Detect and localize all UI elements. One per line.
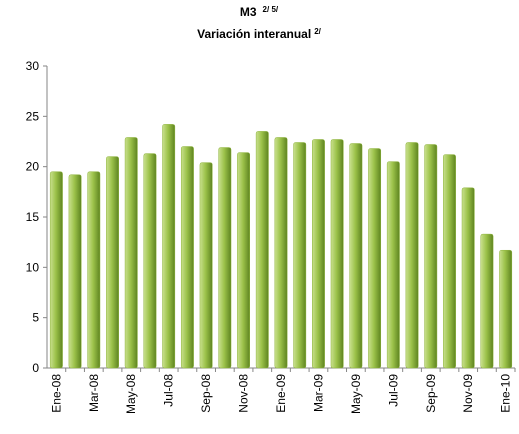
bar [461, 187, 475, 369]
x-tick-label: Sep-09 [424, 374, 438, 413]
bar [293, 142, 307, 369]
bar [330, 139, 344, 369]
bar [49, 171, 63, 369]
bar [162, 124, 176, 369]
x-tick-label: Ene-10 [499, 374, 513, 413]
y-tick-label: 0 [32, 361, 39, 375]
x-tick-label: May-08 [124, 374, 138, 414]
bar [199, 162, 213, 369]
x-tick-label: Sep-08 [199, 374, 213, 413]
x-tick-label: Ene-09 [274, 374, 288, 413]
y-tick-label: 20 [26, 160, 40, 174]
bar [106, 156, 119, 369]
bar [180, 146, 194, 369]
bar [443, 154, 456, 369]
y-tick-label: 10 [26, 260, 40, 274]
x-tick-label: May-09 [349, 374, 363, 414]
y-tick-label: 25 [26, 109, 40, 123]
x-tick-label: Jul-09 [386, 374, 400, 407]
bar [124, 137, 138, 369]
y-tick-label: 30 [26, 59, 40, 73]
x-tick-label: Ene-08 [49, 374, 63, 413]
bar [143, 153, 157, 369]
title-superscript: 2/ 5/ [263, 5, 279, 14]
bar [424, 144, 438, 369]
y-tick-label: 5 [32, 311, 39, 325]
bar [255, 131, 269, 369]
bar [499, 249, 513, 369]
bar [68, 174, 82, 369]
chart-title: M3 2/ 5/ [240, 5, 279, 19]
bar [218, 147, 232, 369]
x-tick-label: Jul-08 [162, 374, 176, 407]
x-tick-label: Mar-08 [87, 374, 101, 412]
subtitle-superscript: 2/ [314, 27, 321, 36]
bar [87, 171, 101, 369]
bar [274, 137, 288, 369]
bar [237, 152, 250, 369]
bar [312, 139, 325, 369]
subtitle-main: Variación interanual [197, 27, 311, 41]
bar [368, 148, 382, 369]
x-tick-label: Mar-09 [311, 374, 325, 412]
bar [480, 233, 494, 369]
bar [405, 142, 419, 369]
bar [386, 161, 400, 369]
x-tick-label: Nov-09 [461, 374, 475, 413]
chart-subtitle: Variación interanual 2/ [197, 27, 321, 41]
y-tick-label: 15 [26, 210, 40, 224]
title-main: M3 [240, 5, 257, 19]
x-tick-label: Nov-08 [237, 374, 251, 413]
bar [349, 143, 363, 369]
